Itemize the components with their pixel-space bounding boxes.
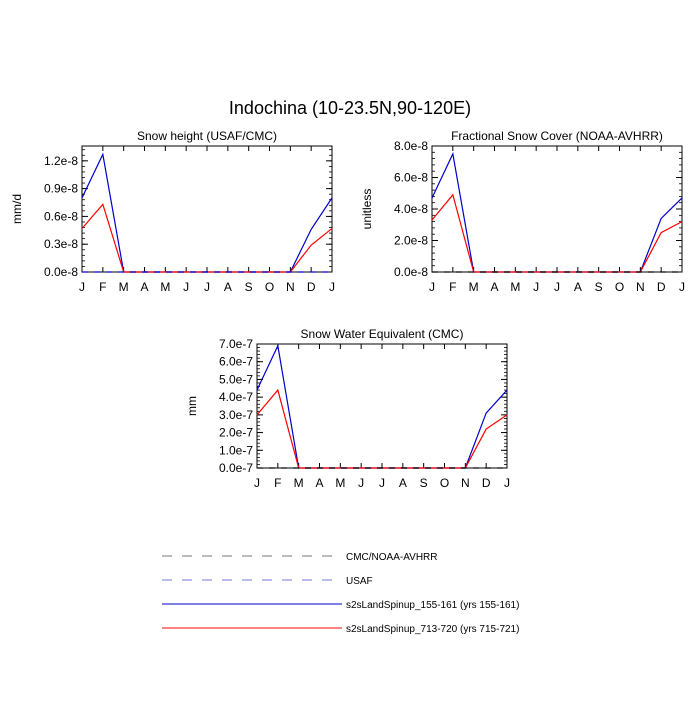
y-tick-label: 0.6e-8 (44, 209, 78, 223)
y-tick-label: 0.0e-7 (219, 461, 253, 475)
x-tick-label: M (294, 476, 304, 490)
x-tick-label: O (615, 280, 624, 294)
x-tick-label: J (679, 280, 685, 294)
series-line-1 (81, 152, 333, 273)
panel-title: Snow height (USAF/CMC) (137, 129, 277, 143)
x-tick-label: J (79, 280, 85, 294)
x-tick-label: S (245, 280, 253, 294)
x-tick-label: O (440, 476, 449, 490)
x-tick-label: F (449, 280, 456, 294)
legend-item: USAF (162, 576, 373, 587)
y-tick-label: 4.0e-8 (394, 202, 428, 216)
y-tick-label: 5.0e-7 (219, 372, 253, 386)
y-tick-label: 6.0e-8 (394, 171, 428, 185)
x-tick-label: J (554, 280, 560, 294)
y-tick-label: 0.3e-8 (44, 237, 78, 251)
series-line-2 (81, 203, 333, 273)
plot-frame (431, 145, 683, 273)
y-tick-label: 0.9e-8 (44, 182, 78, 196)
x-tick-label: J (358, 476, 364, 490)
x-tick-label: M (335, 476, 345, 490)
y-axis-label: mm/d (10, 194, 24, 224)
legend-label: s2sLandSpinup_155-161 (yrs 155-161) (346, 600, 519, 611)
plot-frame (256, 343, 508, 469)
legend-item: s2sLandSpinup_155-161 (yrs 155-161) (162, 600, 519, 611)
y-tick-label: 7.0e-7 (219, 337, 253, 351)
y-tick-label: 4.0e-7 (219, 390, 253, 404)
y-tick-label: 0.0e-8 (394, 265, 428, 279)
x-tick-label: O (265, 280, 274, 294)
x-tick-label: A (490, 280, 498, 294)
x-tick-label: F (274, 476, 281, 490)
plot-frame (81, 145, 333, 273)
x-tick-label: D (307, 280, 316, 294)
series-line-1 (256, 343, 508, 469)
y-tick-label: 1.2e-8 (44, 154, 78, 168)
x-tick-label: F (99, 280, 106, 294)
x-tick-label: M (510, 280, 520, 294)
x-tick-label: A (574, 280, 582, 294)
x-tick-label: J (504, 476, 510, 490)
x-tick-label: N (636, 280, 645, 294)
x-tick-label: M (469, 280, 479, 294)
y-axis-label: mm (185, 396, 199, 416)
panels: Snow height (USAF/CMC)mm/dJ F M A M J J A S O N D J0… (10, 129, 685, 490)
y-tick-label: 2.0e-8 (394, 234, 428, 248)
figure-title: Indochina (10-23.5N,90-120E) (229, 98, 471, 118)
legend-label: CMC/NOAA-AVHRR (346, 552, 437, 563)
y-tick-label: 6.0e-7 (219, 355, 253, 369)
legend-item: CMC/NOAA-AVHRR (162, 552, 437, 563)
chart-panel-1: Snow height (USAF/CMC)mm/dJ F M A M J J A S O N D J0… (10, 129, 335, 294)
x-tick-label: J (204, 280, 210, 294)
x-tick-label: S (595, 280, 603, 294)
x-tick-label: D (482, 476, 491, 490)
y-tick-label: 0.0e-8 (44, 265, 78, 279)
chart-panel-2: Fractional Snow Cover (NOAA-AVHRR) unitle… (360, 129, 685, 294)
panel-title: Snow Water Equivalent (CMC) (301, 327, 464, 341)
x-tick-label: N (461, 476, 470, 490)
x-tick-label: D (657, 280, 666, 294)
y-tick-label: 2.0e-7 (219, 426, 253, 440)
legend-label: s2sLandSpinup_713-720 (yrs 715-721) (346, 624, 519, 635)
y-axis-label: unitless (360, 189, 374, 230)
x-tick-label: A (399, 476, 407, 490)
y-tick-label: 1.0e-7 (219, 443, 253, 457)
x-tick-label: A (315, 476, 323, 490)
x-tick-label: J (183, 280, 189, 294)
legend: CMC/NOAA-AVHRR USAF s2sLandSpinup_155-161 … (162, 552, 519, 635)
x-tick-label: J (329, 280, 335, 294)
legend-item: s2sLandSpinup_713-720 (yrs 715-721) (162, 624, 519, 635)
x-tick-label: J (533, 280, 539, 294)
y-tick-label: 8.0e-8 (394, 139, 428, 153)
chart-panel-3: Snow Water Equivalent (CMC)mmJ F M A M J J A S O N… (185, 327, 510, 490)
x-tick-label: J (429, 280, 435, 294)
panel-title: Fractional Snow Cover (NOAA-AVHRR) (451, 129, 663, 143)
x-tick-label: J (254, 476, 260, 490)
x-tick-label: M (119, 280, 129, 294)
x-tick-label: N (286, 280, 295, 294)
legend-label: USAF (346, 576, 373, 587)
x-tick-label: M (160, 280, 170, 294)
x-tick-label: S (420, 476, 428, 490)
x-tick-label: A (140, 280, 148, 294)
y-tick-label: 3.0e-7 (219, 408, 253, 422)
x-tick-label: J (379, 476, 385, 490)
x-tick-label: A (224, 280, 232, 294)
